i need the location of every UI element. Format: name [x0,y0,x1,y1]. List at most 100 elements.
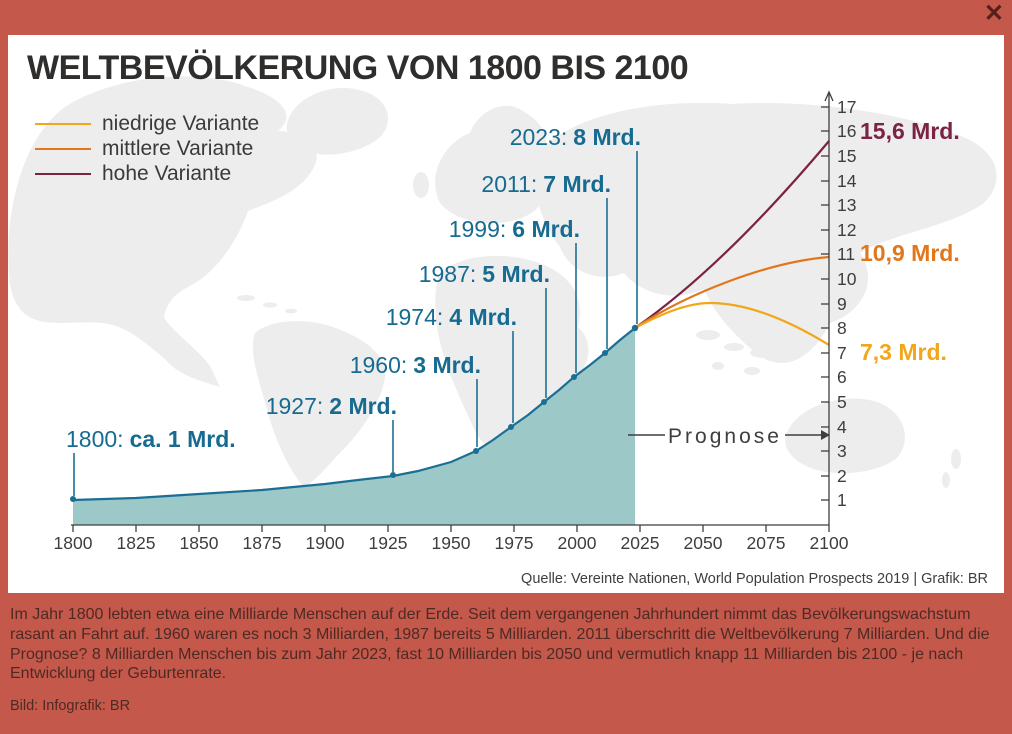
end-label-high: 15,6 Mrd. [860,118,960,144]
legend-line-low-icon [35,122,91,125]
y-tick: 2 [837,466,847,486]
milestone-dots [70,324,639,502]
x-tick: 1925 [369,533,408,553]
end-label-low: 7,3 Mrd. [860,339,947,365]
projection-line-low [634,301,830,346]
milestone-labels: 1800: ca. 1 Mrd. 1927: 2 Mrd. 1960: 3 Mrd. … [66,124,641,452]
milestone-year: 1960: [350,352,408,378]
milestone-label-1800: 1800: ca. 1 Mrd. [66,426,236,452]
x-tick: 1900 [306,533,345,553]
map-caribbean [237,295,255,301]
x-tick: 2000 [558,533,597,553]
milestone-label-2011: 2011: 7 Mrd. [481,171,611,197]
y-tick: 16 [837,121,856,141]
milestone-label-2023: 2023: 8 Mrd. [510,124,641,150]
y-tick: 8 [837,318,847,338]
y-tick: 5 [837,392,847,412]
milestone-value: 6 Mrd. [512,216,580,242]
map-caribbean [285,308,297,314]
map-indonesia [750,348,778,358]
milestone-value: 4 Mrd. [449,304,517,330]
y-tick: 12 [837,220,856,240]
map-south-america [252,321,386,487]
projection-line-high [634,140,830,329]
projection-lines [634,140,830,346]
y-tick: 4 [837,417,847,437]
milestone-value: 3 Mrd. [413,352,481,378]
milestone-pointer-lines [73,151,638,496]
y-tick: 3 [837,441,847,461]
legend-line-high-icon [35,172,91,175]
axes [71,90,834,532]
y-tick: 7 [837,343,847,363]
caption-credit: Bild: Infografik: BR [10,698,131,715]
caption-text: Im Jahr 1800 lebten etwa eine Milliarde … [10,606,990,683]
map-new-zealand [942,472,950,488]
map-australia [785,398,906,474]
legend-item-low: niedrige Variante [35,111,259,136]
infographic-panel: 1800 1825 1850 1875 1900 1925 1950 1 9 7 5 … [8,35,1004,593]
y-tick: 10 [837,269,857,289]
map-indonesia [744,367,760,375]
y-tick: 17 [837,97,856,117]
milestone-year: 2011: [481,171,537,197]
map-caribbean [263,302,277,308]
milestone-year: 1927: [266,393,324,419]
map-new-zealand [951,449,961,469]
x-tick: 2100 [810,533,849,553]
map-indonesia [788,338,804,348]
population-chart: 1800 1825 1850 1875 1900 1925 1950 1 9 7 5 … [8,76,997,553]
map-north-america [8,76,317,387]
milestone-value: ca. 1 Mrd. [130,426,236,452]
milestone-value: 8 Mrd. [573,124,641,150]
projection-line-mid [634,255,830,329]
milestone-value: 7 Mrd. [543,171,611,197]
milestone-year: 1987: [419,261,477,287]
map-indonesia [712,362,724,370]
x-tick: 1850 [180,533,219,553]
milestone-label-1974: 1974: 4 Mrd. [386,304,517,330]
legend-item-high: hohe Variante [35,161,259,186]
milestone-year: 1800: [66,426,124,452]
legend-label: hohe Variante [102,161,232,185]
x-tick: 1975 [495,533,534,553]
milestone-label-1960: 1960: 3 Mrd. [350,352,481,378]
x-tick: 2075 [747,533,786,553]
legend-label: mittlere Variante [102,136,254,160]
map-europe [435,105,548,224]
legend-item-mid: mittlere Variante [35,136,259,161]
legend: niedrige Variante mittlere Variante hohe… [35,111,259,186]
population-history-line [72,327,636,502]
x-tick: 1950 [432,533,471,553]
legend-line-mid-icon [35,147,91,150]
population-area-fill [73,328,635,525]
source-credit: Quelle: Vereinte Nationen, World Populat… [521,571,988,587]
milestone-year: 2023: [510,124,568,150]
y-tick: 9 [837,294,847,314]
y-tick: 15 [837,146,856,166]
prognose-arrowhead [821,430,830,440]
x-tick: 1825 [117,533,156,553]
x-tick: 2050 [684,533,723,553]
y-tick: 14 [837,171,857,191]
y-axis-labels: 1 2 3 4 5 6 7 8 9 10 11 12 13 14 15 16 1… [837,97,857,510]
map-indonesia [696,330,720,340]
prognose-label: Prognose [668,425,782,448]
image-caption: Im Jahr 1800 lebten etwa eine Milliarde … [10,605,1002,716]
prognose-annotation: Prognose [628,425,830,448]
end-label-mid: 10,9 Mrd. [860,240,960,266]
map-britain [413,172,429,198]
close-icon[interactable]: ✕ [983,0,1004,27]
map-greenland [286,87,389,155]
chart-title: WELTBEVÖLKERUNG VON 1800 BIS 2100 [27,49,689,87]
map-asia [534,102,997,364]
milestone-year: 1974: [386,304,444,330]
y-tick: 1 [837,490,847,510]
milestone-label-1987: 1987: 5 Mrd. [419,261,550,287]
y-tick: 13 [837,195,856,215]
legend-label: niedrige Variante [102,111,260,135]
x-tick: 1800 [54,533,93,553]
milestone-label-1999: 1999: 6 Mrd. [449,216,580,242]
milestone-value: 2 Mrd. [329,393,397,419]
y-tick: 11 [837,244,855,264]
